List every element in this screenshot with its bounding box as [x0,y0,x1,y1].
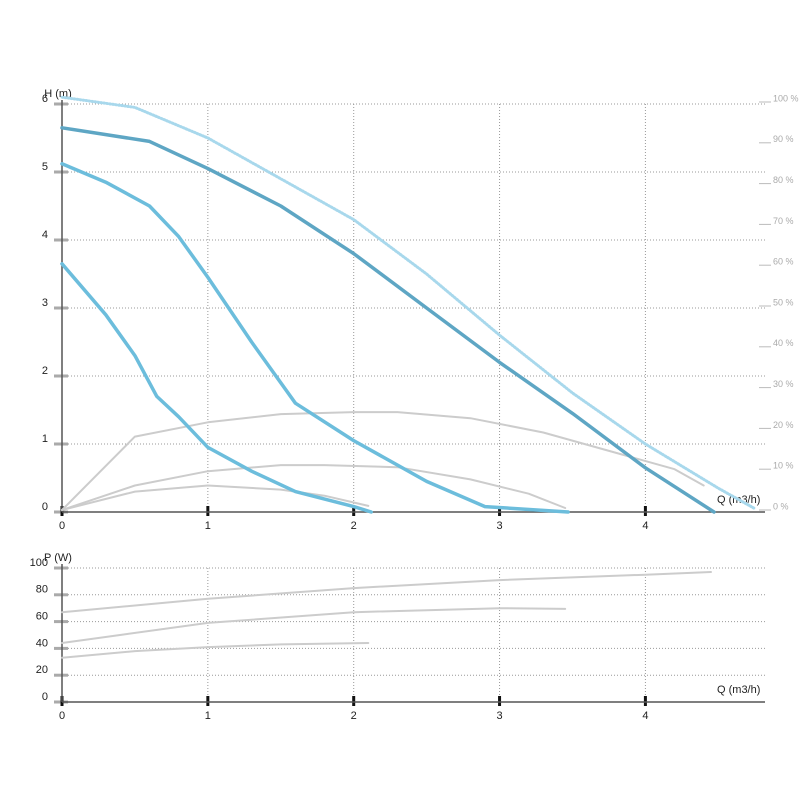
y2-tick-label: 70 % [773,216,794,226]
curve [61,464,567,511]
y-tick-label: 60 [36,611,48,623]
y-tick-label: 40 [36,637,48,649]
y-tick-label: 6 [42,93,48,105]
y-tick-label: 4 [42,229,48,241]
y2-tick-label: 0 % [773,501,789,511]
y-tick-label: 0 [42,691,48,703]
y2-tick-label: 20 % [773,420,794,430]
curve [60,95,757,511]
curve [61,571,712,614]
y-tick-label: 3 [42,297,48,309]
x-tick-label: 2 [351,520,357,532]
curve [61,607,567,644]
y2-tick-label: 30 % [773,379,794,389]
x-tick-label: 3 [496,520,502,532]
y-tick-label: 80 [36,584,48,596]
y-axis-label: P (W) [44,552,72,564]
x-tick-label: 0 [59,710,65,722]
curve [60,126,716,514]
y-tick-label: 0 [42,501,48,513]
curve [61,642,370,659]
x-tick-label: 4 [642,710,648,722]
y-tick-label: 2 [42,365,48,377]
y2-tick-label: 40 % [773,338,794,348]
y-tick-label: 5 [42,161,48,173]
x-tick-label: 0 [59,520,65,532]
x-tick-label: 4 [642,520,648,532]
y-tick-label: 100 [30,557,48,569]
y-tick-label: 1 [42,433,48,445]
curve [61,411,705,511]
x-tick-label: 3 [496,710,502,722]
y2-tick-label: 90 % [773,134,794,144]
y2-tick-label: 100 % [773,93,799,103]
x-axis-label: Q (m3/h) [717,684,760,696]
x-tick-label: 1 [205,520,211,532]
curve [60,162,570,514]
y2-tick-label: 60 % [773,257,794,267]
curve [61,484,370,511]
y-tick-label: 20 [36,664,48,676]
curve [60,262,373,514]
x-tick-label: 1 [205,710,211,722]
y2-tick-label: 50 % [773,297,794,307]
x-tick-label: 2 [351,710,357,722]
y2-tick-label: 80 % [773,175,794,185]
y2-tick-label: 10 % [773,461,794,471]
